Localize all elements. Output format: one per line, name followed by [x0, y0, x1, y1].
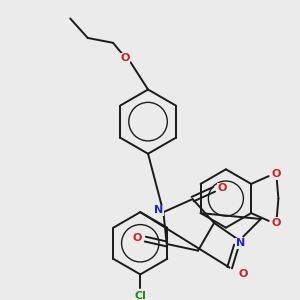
Text: Cl: Cl	[134, 291, 146, 300]
Text: O: O	[133, 233, 142, 243]
Text: O: O	[272, 218, 281, 228]
Text: O: O	[217, 183, 226, 194]
Text: N: N	[236, 238, 245, 248]
Text: O: O	[238, 268, 248, 278]
Text: N: N	[154, 205, 163, 215]
Text: O: O	[272, 169, 281, 179]
Text: O: O	[120, 53, 129, 63]
